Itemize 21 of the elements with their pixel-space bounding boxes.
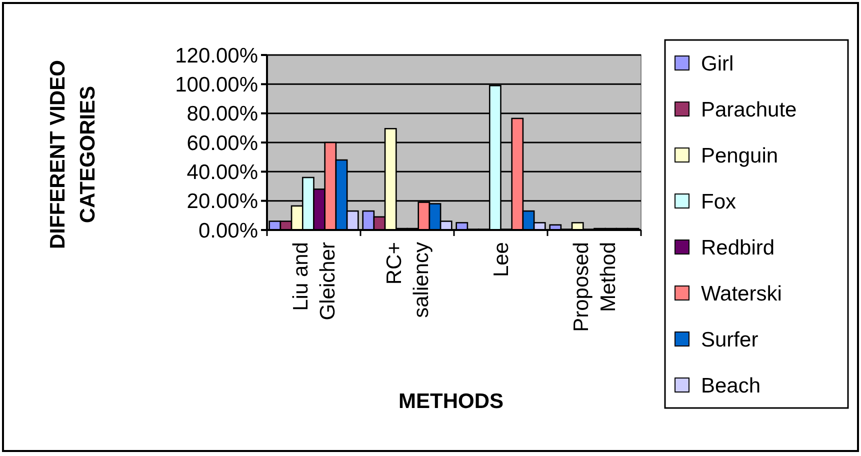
- x-tick-label: Proposed Method: [570, 242, 620, 332]
- legend-label: Surfer: [701, 328, 758, 352]
- legend-label: Waterski: [701, 282, 782, 306]
- legend-label: Redbird: [701, 236, 775, 260]
- y-axis-title: DIFFERENT VIDEO CATEGORIES: [46, 60, 100, 250]
- y-tick-label: 20.00%: [186, 190, 258, 214]
- y-tick-label: 0.00%: [198, 219, 258, 242]
- x-tick-label: RC+ saliency: [383, 242, 434, 318]
- x-axis-title: METHODS: [398, 390, 504, 413]
- x-tick-label: Liu and Gleicher: [290, 242, 340, 320]
- legend-label: Beach: [701, 374, 761, 398]
- y-tick-label: 80.00%: [186, 102, 258, 126]
- legend-label: Parachute: [701, 98, 797, 122]
- y-tick-label: 40.00%: [186, 161, 258, 184]
- legend-label: Penguin: [701, 144, 778, 168]
- y-tick-label: 60.00%: [186, 132, 258, 155]
- y-tick-label: 100.00%: [175, 74, 258, 97]
- x-tick-label: Lee: [490, 242, 514, 278]
- legend-label: Fox: [701, 190, 737, 214]
- legend-label: Girl: [701, 52, 734, 76]
- y-tick-label: 120.00%: [175, 44, 258, 68]
